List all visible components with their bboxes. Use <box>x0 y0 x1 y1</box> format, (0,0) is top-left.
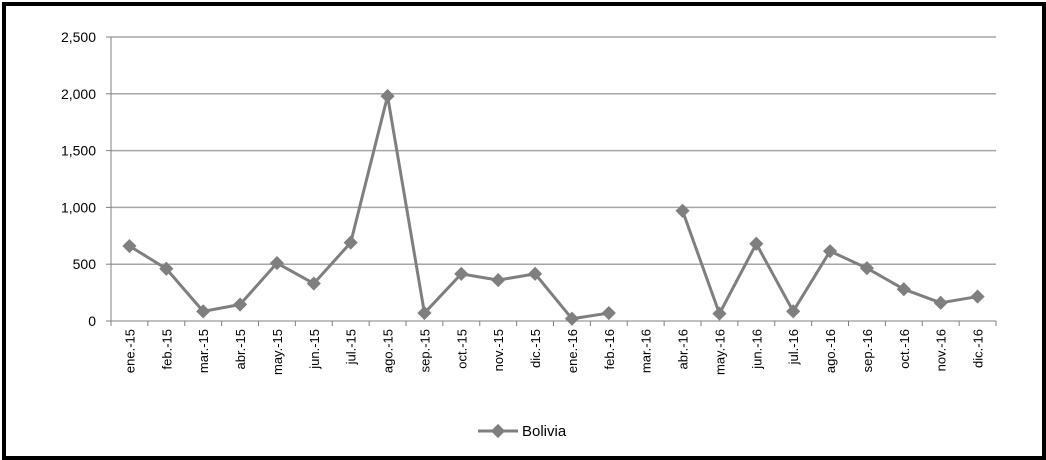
x-tick-label: jun.-15 <box>307 329 322 370</box>
data-point-marker <box>269 255 285 271</box>
data-point-marker <box>196 304 211 319</box>
data-point-marker <box>232 297 248 312</box>
data-point-marker <box>933 295 948 310</box>
data-point-marker <box>454 266 469 281</box>
legend-label-bolivia: Bolivia <box>522 423 567 440</box>
y-tick-label: 500 <box>73 256 97 272</box>
legend: Bolivia <box>478 423 567 440</box>
data-point-marker <box>417 305 432 321</box>
data-point-marker <box>859 261 875 276</box>
data-point-marker <box>380 89 395 104</box>
data-point-marker <box>712 306 727 321</box>
x-tick-label: ago.-15 <box>381 329 396 373</box>
line-chart: 0 500 1,000 1,500 2,000 2,500 ene.-15 feb.-15 m… <box>61 29 997 440</box>
data-point-marker <box>491 273 506 288</box>
x-tick-label: oct.-16 <box>897 329 912 369</box>
x-tick-label: may.-15 <box>270 329 285 375</box>
x-tick-label: sep.-16 <box>860 329 875 372</box>
series-line-segment <box>681 210 978 316</box>
x-tick-label: nov.-16 <box>934 329 949 371</box>
x-tick-labels: ene.-15 feb.-15 mar.-15 abr.-15 may.-15 jun.-… <box>122 329 985 375</box>
y-tick-label: 0 <box>88 313 96 329</box>
x-tick-label: oct.-15 <box>454 329 469 369</box>
data-point-marker <box>786 304 801 319</box>
data-point-marker <box>970 289 985 304</box>
x-tick-label: sep.-15 <box>417 329 432 372</box>
data-point-marker <box>822 244 838 259</box>
x-tick-label: mar.-15 <box>196 329 211 373</box>
x-tick-label: jul.-16 <box>786 329 801 365</box>
x-tick-label: feb.-16 <box>602 329 617 369</box>
y-tick-label: 1,000 <box>61 199 96 215</box>
x-tick-label: dic.-16 <box>971 329 986 368</box>
data-point-marker <box>159 261 174 276</box>
data-point-marker <box>601 305 616 321</box>
data-point-marker <box>749 236 764 251</box>
data-point-marker <box>675 203 690 218</box>
x-tick-label: jul.-15 <box>344 329 359 365</box>
axes <box>106 36 997 326</box>
data-point-marker <box>306 276 321 291</box>
gridlines <box>111 36 996 265</box>
data-point-marker <box>343 235 358 250</box>
y-tick-labels: 0 500 1,000 1,500 2,000 2,500 <box>61 29 96 329</box>
x-tick-label: nov.-15 <box>491 329 506 371</box>
x-tick-label: may.-16 <box>712 329 727 375</box>
x-tick-label: jun.-16 <box>749 329 764 370</box>
y-tick-label: 2,500 <box>61 29 96 45</box>
x-tick-label: ago.-16 <box>823 329 838 373</box>
series-bolivia <box>122 89 985 326</box>
x-tick-label: ene.-15 <box>122 329 137 373</box>
x-tick-label: ene.-16 <box>565 329 580 373</box>
data-point-marker <box>564 311 580 326</box>
x-tick-label: mar.-16 <box>639 329 654 373</box>
x-tick-label: dic.-15 <box>528 329 543 368</box>
x-tick-label: feb.-15 <box>159 329 174 369</box>
data-point-marker <box>122 238 137 254</box>
y-tick-label: 1,500 <box>61 143 96 159</box>
x-tick-label: abr.-15 <box>233 329 248 369</box>
data-point-marker <box>527 266 543 281</box>
legend-diamond-icon <box>490 423 506 439</box>
x-tick-label: abr.-16 <box>676 329 691 369</box>
data-point-marker <box>896 282 911 297</box>
series-line-segment <box>128 94 610 321</box>
y-tick-label: 2,000 <box>61 86 96 102</box>
